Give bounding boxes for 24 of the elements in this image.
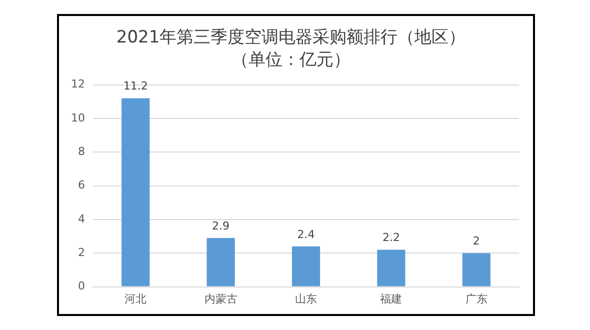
bar — [292, 246, 320, 286]
chart-subtitle: （单位：亿元） — [232, 50, 350, 70]
data-label: 2.4 — [297, 228, 315, 241]
chart-title: 2021年第三季度空调电器采购额排行（地区） — [116, 28, 466, 48]
data-label: 2.9 — [212, 219, 230, 232]
bar — [377, 250, 406, 286]
x-tick-label: 山东 — [295, 292, 317, 306]
x-tick-label: 河北 — [124, 292, 147, 306]
data-label: 2 — [472, 234, 480, 248]
data-label: 2.2 — [382, 231, 400, 244]
y-tick-label: 6 — [78, 178, 85, 192]
bar — [206, 238, 235, 286]
y-tick-label: 8 — [78, 144, 85, 158]
bar — [462, 253, 490, 286]
x-tick-label: 广东 — [465, 292, 488, 306]
x-tick-label: 内蒙古 — [204, 292, 238, 306]
y-tick-label: 12 — [70, 78, 85, 91]
y-tick-label: 4 — [78, 212, 85, 226]
y-tick-label: 10 — [70, 111, 85, 124]
y-tick-label: 2 — [78, 246, 85, 259]
bar — [122, 98, 150, 286]
data-label: 11.2 — [123, 80, 148, 93]
y-tick-label: 0 — [78, 280, 85, 293]
x-tick-label: 福建 — [380, 292, 402, 306]
